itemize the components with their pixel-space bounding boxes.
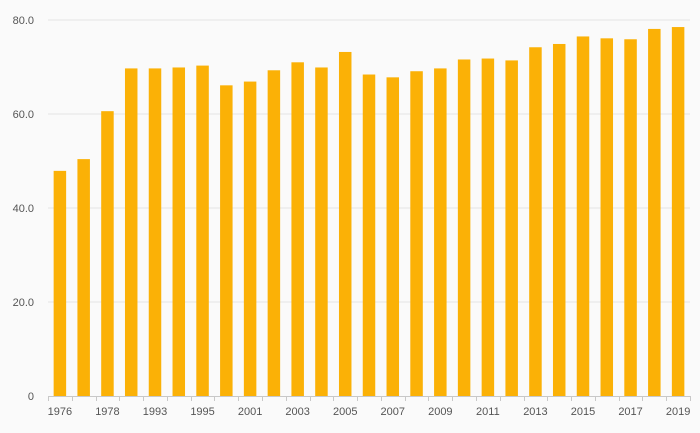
bar — [53, 170, 67, 396]
bar — [315, 67, 328, 396]
bar — [505, 60, 518, 397]
bar — [648, 28, 661, 397]
x-axis-tick-labels: 1976 1978 1993 1995 2001 2003 2005 2007 2009 2011… — [48, 406, 691, 418]
bar — [529, 47, 542, 396]
x-tick-label: 2017 — [618, 406, 642, 418]
bar — [624, 39, 637, 397]
x-tick-label: 2007 — [381, 406, 405, 418]
bar — [671, 27, 685, 397]
bar — [291, 62, 304, 397]
bar — [481, 58, 495, 396]
y-tick-label: 0 — [28, 391, 34, 403]
y-tick-label: 20.0 — [13, 297, 34, 309]
x-tick-label: 2019 — [666, 406, 690, 418]
bar — [434, 68, 447, 396]
x-tick-label: 2015 — [571, 406, 595, 418]
bar — [172, 67, 186, 396]
bar — [457, 59, 471, 396]
bar-series — [53, 27, 685, 397]
bar — [338, 51, 352, 397]
bar — [77, 159, 90, 396]
bar — [220, 85, 233, 396]
bar — [196, 65, 209, 396]
x-tick-label: 1978 — [95, 406, 119, 418]
bar — [124, 68, 138, 396]
bar — [267, 70, 281, 396]
x-tick-label: 2009 — [428, 406, 452, 418]
bar — [243, 81, 257, 396]
bar — [101, 111, 114, 397]
y-axis-tick-labels: 0 20.0 40.0 60.0 80.0 — [13, 15, 34, 403]
x-tick-label: 2011 — [476, 406, 500, 418]
bar — [600, 38, 614, 396]
x-tick-label: 2005 — [333, 406, 357, 418]
x-tick-label: 1995 — [190, 406, 214, 418]
x-tick-label: 2013 — [523, 406, 547, 418]
bar — [362, 74, 376, 397]
bar — [576, 36, 590, 396]
y-tick-label: 80.0 — [13, 15, 34, 27]
y-tick-label: 60.0 — [13, 109, 34, 121]
bar — [552, 43, 566, 396]
x-tick-label: 1993 — [143, 406, 167, 418]
bar — [148, 68, 162, 396]
x-tick-label: 2001 — [238, 406, 262, 418]
x-tick-label: 1976 — [48, 406, 72, 418]
bar — [410, 71, 423, 396]
x-axis — [48, 396, 691, 401]
y-tick-label: 40.0 — [13, 203, 34, 215]
x-tick-label: 2003 — [285, 406, 309, 418]
bar — [386, 77, 400, 396]
